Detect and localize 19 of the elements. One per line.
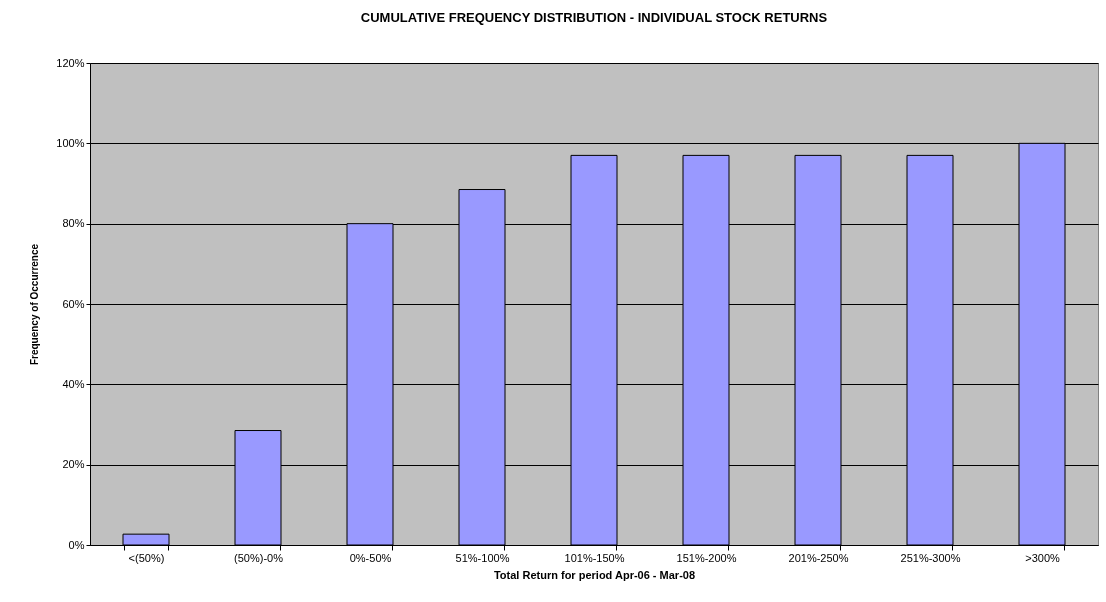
x-tick-label: <(50%): [128, 551, 165, 564]
y-tick-label: 40%: [62, 377, 85, 390]
x-tick-label: (50%)-0%: [234, 551, 284, 564]
y-tick-label: 100%: [56, 136, 85, 149]
x-tick-label: 51%-100%: [455, 551, 510, 564]
y-tick-label: 0%: [68, 538, 85, 551]
x-tick-label: 0%-50%: [349, 551, 392, 564]
x-tick-label: 151%-200%: [676, 551, 737, 564]
y-tick-label: 60%: [62, 297, 85, 310]
x-tick-label: 201%-250%: [788, 551, 849, 564]
x-tick-label: 101%-150%: [564, 551, 625, 564]
y-tick-label: 80%: [62, 217, 85, 230]
x-tick-label: >300%: [1025, 551, 1060, 564]
x-axis-title: Total Return for period Apr-06 - Mar-08: [493, 568, 696, 581]
y-axis-title: Frequency of Occurrence: [29, 243, 41, 366]
chart-title: CUMULATIVE FREQUENCY DISTRIBUTION - INDIVIDUAL STOCK RETURNS: [360, 10, 828, 25]
x-tick-label: 251%-300%: [900, 551, 961, 564]
y-tick-label: 20%: [62, 458, 85, 471]
y-tick-label: 120%: [56, 56, 85, 69]
